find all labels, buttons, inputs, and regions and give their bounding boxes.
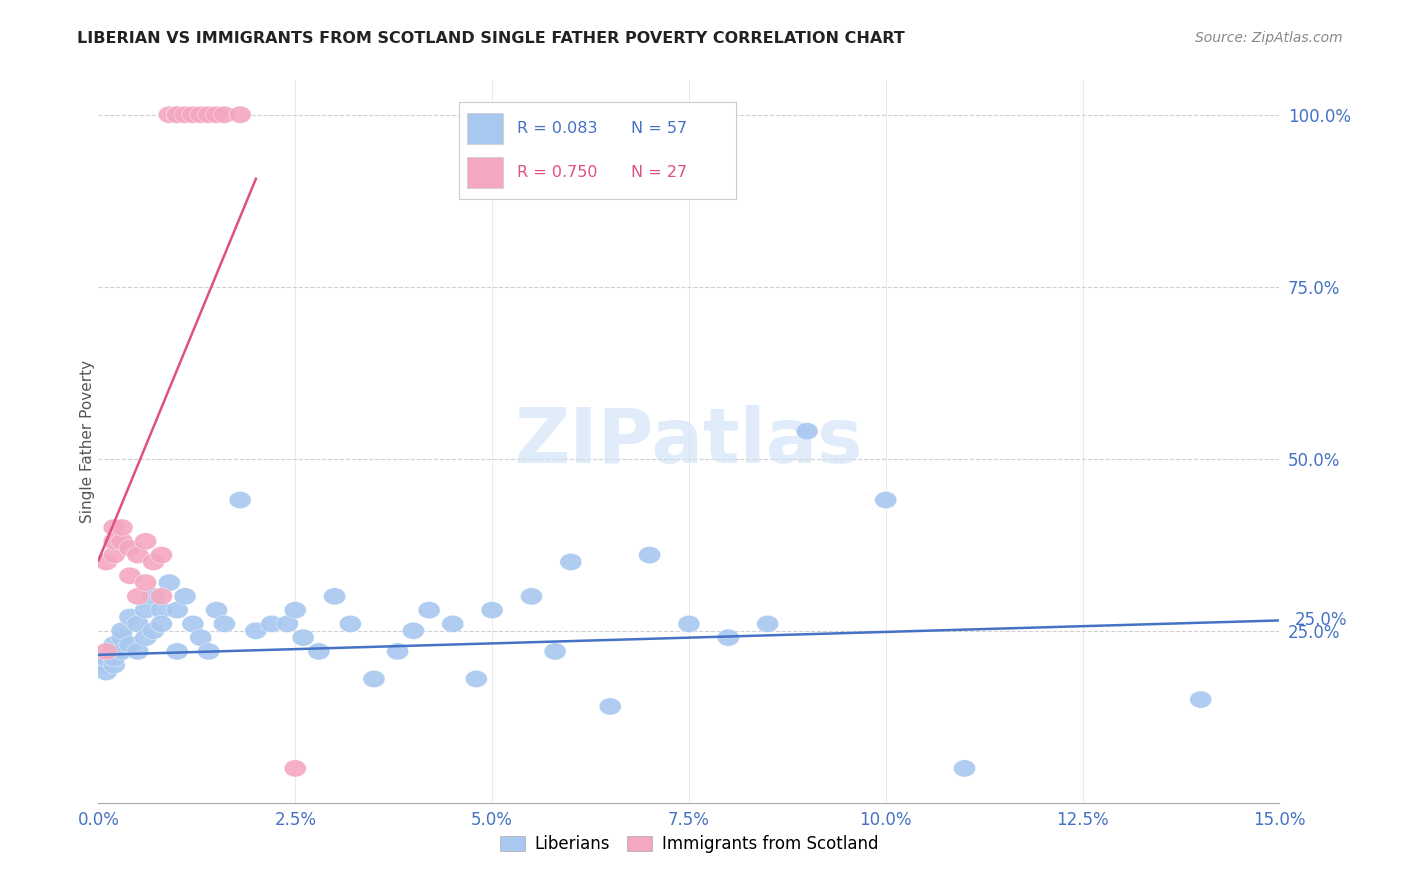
Ellipse shape (198, 106, 219, 123)
Ellipse shape (111, 519, 134, 536)
Ellipse shape (111, 643, 134, 660)
Ellipse shape (150, 588, 173, 605)
Ellipse shape (142, 553, 165, 571)
Ellipse shape (96, 657, 117, 673)
Ellipse shape (166, 643, 188, 660)
Ellipse shape (150, 547, 173, 564)
Ellipse shape (127, 615, 149, 632)
Ellipse shape (103, 649, 125, 667)
Ellipse shape (363, 671, 385, 688)
Ellipse shape (292, 629, 314, 646)
Ellipse shape (142, 623, 165, 640)
Ellipse shape (181, 106, 204, 123)
Ellipse shape (717, 629, 740, 646)
Ellipse shape (205, 601, 228, 619)
Ellipse shape (953, 760, 976, 777)
Ellipse shape (260, 615, 283, 632)
Legend: Liberians, Immigrants from Scotland: Liberians, Immigrants from Scotland (494, 828, 884, 860)
Ellipse shape (103, 533, 125, 549)
Ellipse shape (103, 519, 125, 536)
Y-axis label: Single Father Poverty: Single Father Poverty (80, 360, 94, 523)
Ellipse shape (150, 615, 173, 632)
Ellipse shape (96, 553, 117, 571)
Ellipse shape (245, 623, 267, 640)
Ellipse shape (120, 567, 141, 584)
Ellipse shape (159, 574, 180, 591)
Ellipse shape (135, 601, 156, 619)
Ellipse shape (96, 643, 117, 660)
Ellipse shape (127, 547, 149, 564)
Ellipse shape (875, 491, 897, 508)
Ellipse shape (418, 601, 440, 619)
Ellipse shape (560, 553, 582, 571)
Ellipse shape (135, 574, 156, 591)
Text: Source: ZipAtlas.com: Source: ZipAtlas.com (1195, 31, 1343, 45)
Text: ZIPatlas: ZIPatlas (515, 405, 863, 478)
Ellipse shape (96, 664, 117, 681)
Ellipse shape (520, 588, 543, 605)
Ellipse shape (103, 547, 125, 564)
Ellipse shape (214, 106, 235, 123)
Ellipse shape (190, 106, 212, 123)
Ellipse shape (103, 636, 125, 653)
Ellipse shape (481, 601, 503, 619)
Text: LIBERIAN VS IMMIGRANTS FROM SCOTLAND SINGLE FATHER POVERTY CORRELATION CHART: LIBERIAN VS IMMIGRANTS FROM SCOTLAND SIN… (77, 31, 905, 46)
Ellipse shape (441, 615, 464, 632)
Ellipse shape (96, 649, 117, 667)
Ellipse shape (229, 491, 252, 508)
Ellipse shape (120, 540, 141, 557)
Ellipse shape (111, 623, 134, 640)
Ellipse shape (159, 106, 180, 123)
Ellipse shape (181, 615, 204, 632)
Ellipse shape (120, 636, 141, 653)
Ellipse shape (127, 643, 149, 660)
Ellipse shape (796, 423, 818, 440)
Ellipse shape (323, 588, 346, 605)
Ellipse shape (214, 615, 235, 632)
Ellipse shape (284, 601, 307, 619)
Ellipse shape (166, 106, 188, 123)
Text: 25.0%: 25.0% (1295, 611, 1348, 630)
Ellipse shape (111, 533, 134, 549)
Ellipse shape (678, 615, 700, 632)
Ellipse shape (544, 643, 567, 660)
Ellipse shape (103, 643, 125, 660)
Ellipse shape (205, 106, 228, 123)
Ellipse shape (135, 629, 156, 646)
Ellipse shape (174, 588, 195, 605)
Ellipse shape (174, 106, 195, 123)
Ellipse shape (120, 608, 141, 625)
Ellipse shape (142, 588, 165, 605)
Ellipse shape (465, 671, 488, 688)
Ellipse shape (103, 657, 125, 673)
Ellipse shape (127, 588, 149, 605)
Ellipse shape (190, 629, 212, 646)
Ellipse shape (756, 615, 779, 632)
Ellipse shape (229, 106, 252, 123)
Ellipse shape (284, 760, 307, 777)
Ellipse shape (638, 547, 661, 564)
Ellipse shape (387, 643, 409, 660)
Ellipse shape (1189, 691, 1212, 708)
Ellipse shape (198, 643, 219, 660)
Ellipse shape (402, 623, 425, 640)
Ellipse shape (308, 643, 330, 660)
Ellipse shape (166, 601, 188, 619)
Ellipse shape (277, 615, 298, 632)
Ellipse shape (166, 106, 188, 123)
Ellipse shape (339, 615, 361, 632)
Ellipse shape (135, 533, 156, 549)
Ellipse shape (599, 698, 621, 715)
Ellipse shape (111, 629, 134, 646)
Ellipse shape (150, 601, 173, 619)
